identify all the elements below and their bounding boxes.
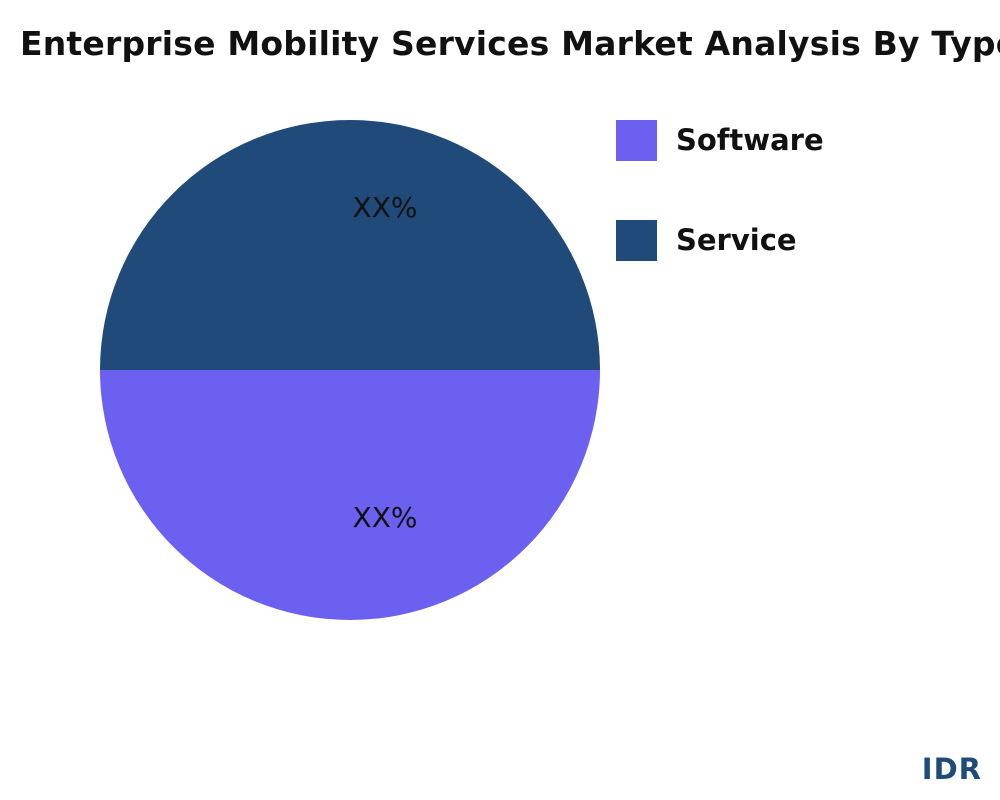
legend-item-service[interactable]: Service: [616, 219, 824, 261]
pie-label-service: XX%: [353, 191, 418, 224]
brand-logo: IDR: [921, 752, 982, 786]
legend-swatch-software: [616, 119, 657, 161]
pie-slice-service[interactable]: [100, 120, 600, 370]
legend-label-software: Software: [676, 123, 824, 157]
pie-label-software: XX%: [353, 501, 418, 534]
chart-title: Enterprise Mobility Services Market Anal…: [20, 24, 1000, 63]
legend-label-service: Service: [676, 223, 797, 257]
pie-slice-software[interactable]: [100, 370, 600, 620]
legend-item-software[interactable]: Software: [616, 119, 824, 161]
legend-swatch-service: [616, 219, 657, 261]
chart-legend: Software Service: [616, 119, 824, 320]
